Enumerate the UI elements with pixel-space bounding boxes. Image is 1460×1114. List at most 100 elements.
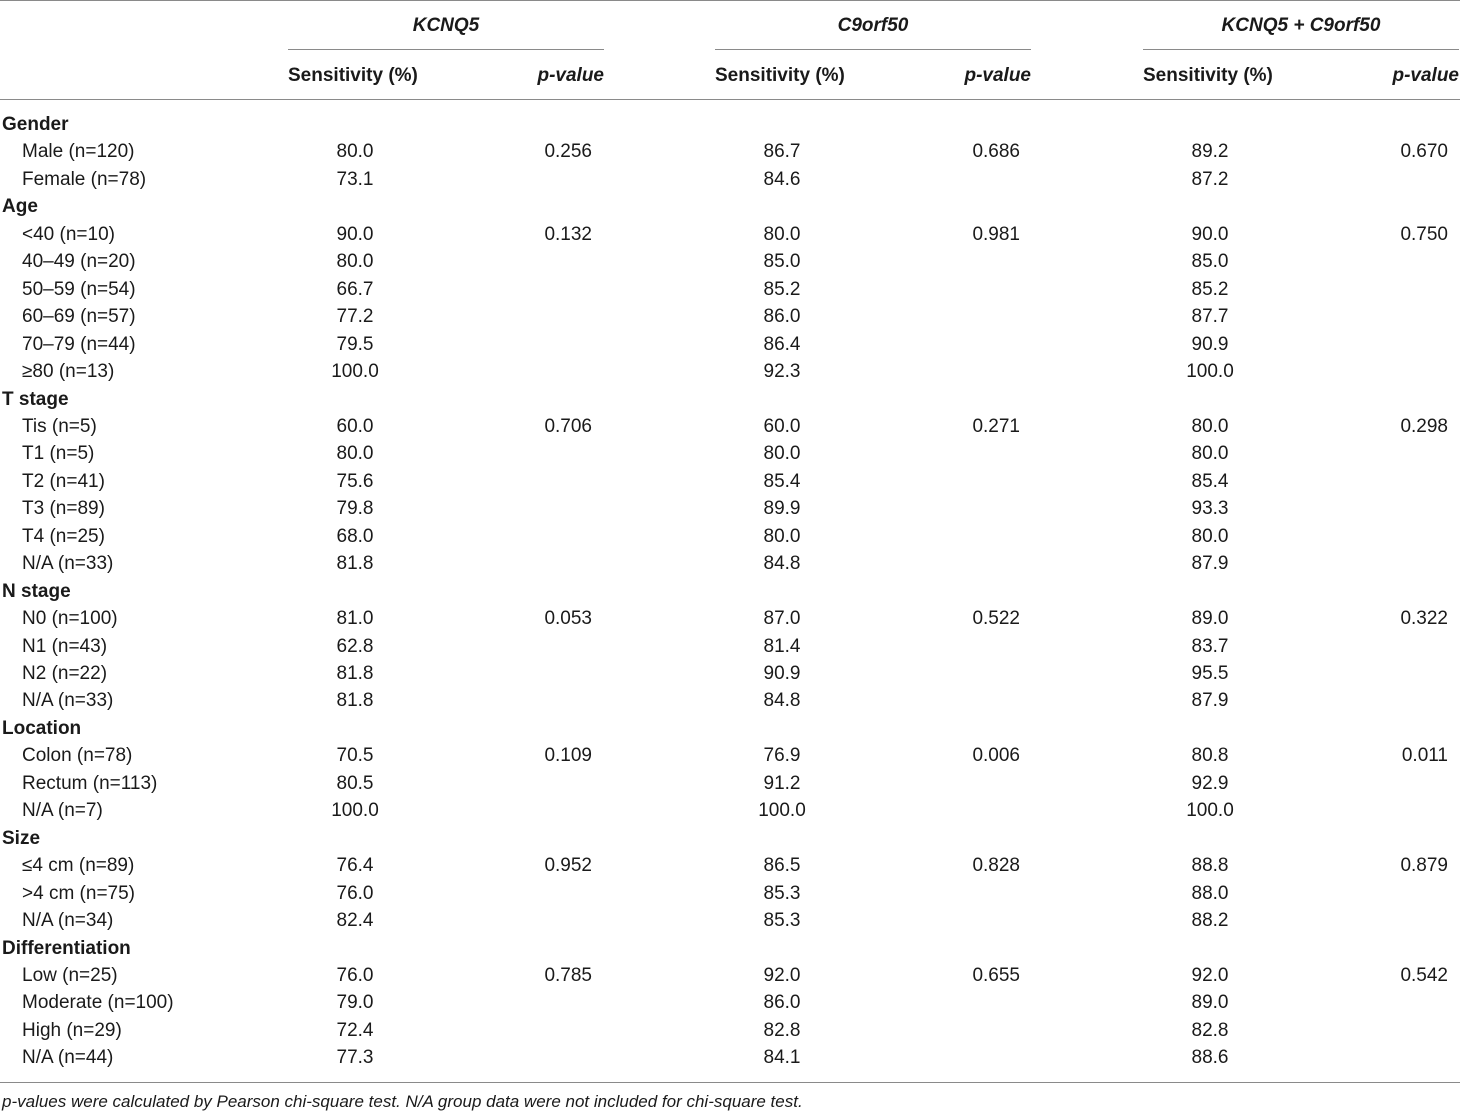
row-label: >4 cm (n=75) [22, 883, 135, 904]
kcnq5-pvalue-cell: 0.132 [544, 224, 592, 245]
section-heading: N stage [2, 581, 71, 602]
col-header-sensitivity-2: Sensitivity (%) [715, 65, 845, 86]
combined-sensitivity-cell: 85.0 [1191, 251, 1229, 272]
kcnq5-sensitivity-cell: 76.4 [336, 855, 374, 876]
row-label: 70–79 (n=44) [22, 334, 136, 355]
combined-sensitivity-cell: 93.3 [1191, 498, 1229, 519]
combined-sensitivity-cell: 88.0 [1191, 883, 1229, 904]
row-label: High (n=29) [22, 1020, 122, 1041]
row-label: ≥80 (n=13) [22, 361, 115, 382]
row-label: N/A (n=7) [22, 800, 103, 821]
combined-sensitivity-cell: 90.9 [1191, 334, 1229, 355]
row-label: Female (n=78) [22, 169, 147, 190]
top-rule [0, 0, 1460, 1]
c9orf50-pvalue-cell: 0.981 [972, 224, 1020, 245]
c9orf50-pvalue-cell: 0.828 [972, 855, 1020, 876]
c9orf50-sensitivity-cell: 92.0 [763, 965, 801, 986]
row-label: 60–69 (n=57) [22, 306, 136, 327]
group-underline-kcnq5 [288, 49, 604, 50]
combined-sensitivity-cell: 82.8 [1191, 1020, 1229, 1041]
kcnq5-sensitivity-cell: 80.0 [336, 141, 374, 162]
c9orf50-sensitivity-cell: 80.0 [763, 526, 801, 547]
kcnq5-pvalue-cell: 0.053 [544, 608, 592, 629]
combined-sensitivity-cell: 85.2 [1191, 279, 1229, 300]
group-header-combined: KCNQ5 + C9orf50 [1221, 15, 1381, 36]
group-underline-c9orf50 [715, 49, 1031, 50]
c9orf50-sensitivity-cell: 87.0 [763, 608, 801, 629]
c9orf50-sensitivity-cell: 86.5 [763, 855, 801, 876]
table-footnote: p-values were calculated by Pearson chi-… [2, 1092, 803, 1111]
kcnq5-sensitivity-cell: 76.0 [336, 965, 374, 986]
kcnq5-sensitivity-cell: 100.0 [331, 800, 379, 821]
combined-sensitivity-cell: 80.0 [1191, 443, 1229, 464]
combined-sensitivity-cell: 80.8 [1191, 745, 1229, 766]
c9orf50-sensitivity-cell: 76.9 [763, 745, 801, 766]
section-heading: Differentiation [2, 938, 131, 959]
c9orf50-sensitivity-cell: 86.4 [763, 334, 801, 355]
combined-sensitivity-cell: 83.7 [1191, 636, 1229, 657]
kcnq5-sensitivity-cell: 66.7 [336, 279, 374, 300]
combined-sensitivity-cell: 88.6 [1191, 1047, 1229, 1068]
combined-sensitivity-cell: 80.0 [1191, 526, 1229, 547]
c9orf50-sensitivity-cell: 81.4 [763, 636, 801, 657]
c9orf50-sensitivity-cell: 80.0 [763, 443, 801, 464]
kcnq5-sensitivity-cell: 77.2 [336, 306, 374, 327]
row-label: ≤4 cm (n=89) [22, 855, 135, 876]
combined-pvalue-cell: 0.879 [1400, 855, 1448, 876]
combined-sensitivity-cell: 90.0 [1191, 224, 1229, 245]
c9orf50-pvalue-cell: 0.686 [972, 141, 1020, 162]
col-header-sensitivity-3: Sensitivity (%) [1143, 65, 1273, 86]
combined-sensitivity-cell: 92.9 [1191, 773, 1229, 794]
kcnq5-sensitivity-cell: 77.3 [336, 1047, 374, 1068]
section-heading: Location [2, 718, 82, 739]
row-label: Low (n=25) [22, 965, 118, 986]
c9orf50-sensitivity-cell: 85.3 [763, 910, 801, 931]
section-heading: Age [2, 196, 38, 217]
kcnq5-sensitivity-cell: 80.0 [336, 443, 374, 464]
kcnq5-sensitivity-cell: 100.0 [331, 361, 379, 382]
kcnq5-sensitivity-cell: 72.4 [336, 1020, 374, 1041]
col-header-sensitivity-1: Sensitivity (%) [288, 65, 418, 86]
combined-sensitivity-cell: 100.0 [1186, 361, 1234, 382]
row-label: 50–59 (n=54) [22, 279, 136, 300]
row-label: <40 (n=10) [22, 224, 115, 245]
kcnq5-sensitivity-cell: 81.8 [336, 690, 374, 711]
kcnq5-sensitivity-cell: 60.0 [336, 416, 374, 437]
row-label: N0 (n=100) [22, 608, 118, 629]
col-header-pvalue-1: p-value [537, 65, 604, 86]
kcnq5-pvalue-cell: 0.109 [544, 745, 592, 766]
row-label: Colon (n=78) [22, 745, 133, 766]
row-label: Male (n=120) [22, 141, 135, 162]
combined-pvalue-cell: 0.542 [1400, 965, 1448, 986]
col-header-pvalue-3: p-value [1392, 65, 1459, 86]
c9orf50-sensitivity-cell: 85.0 [763, 251, 801, 272]
header-bottom-rule [0, 99, 1460, 100]
combined-pvalue-cell: 0.670 [1400, 141, 1448, 162]
c9orf50-sensitivity-cell: 84.8 [763, 690, 801, 711]
row-label: T1 (n=5) [22, 443, 95, 464]
c9orf50-sensitivity-cell: 84.6 [763, 169, 801, 190]
c9orf50-sensitivity-cell: 86.0 [763, 306, 801, 327]
kcnq5-sensitivity-cell: 79.8 [336, 498, 374, 519]
kcnq5-sensitivity-cell: 90.0 [336, 224, 374, 245]
c9orf50-sensitivity-cell: 100.0 [758, 800, 806, 821]
c9orf50-sensitivity-cell: 85.3 [763, 883, 801, 904]
kcnq5-sensitivity-cell: 75.6 [336, 471, 374, 492]
kcnq5-sensitivity-cell: 68.0 [336, 526, 374, 547]
row-label: Moderate (n=100) [22, 992, 174, 1013]
kcnq5-sensitivity-cell: 79.5 [336, 334, 374, 355]
kcnq5-pvalue-cell: 0.706 [544, 416, 592, 437]
group-header-kcnq5: KCNQ5 [412, 15, 480, 36]
kcnq5-sensitivity-cell: 76.0 [336, 883, 374, 904]
combined-sensitivity-cell: 89.2 [1191, 141, 1229, 162]
combined-sensitivity-cell: 95.5 [1191, 663, 1229, 684]
c9orf50-sensitivity-cell: 60.0 [763, 416, 801, 437]
row-label: N/A (n=33) [22, 690, 114, 711]
c9orf50-sensitivity-cell: 84.8 [763, 553, 801, 574]
kcnq5-pvalue-cell: 0.256 [544, 141, 592, 162]
c9orf50-sensitivity-cell: 86.7 [763, 141, 801, 162]
combined-sensitivity-cell: 85.4 [1191, 471, 1229, 492]
c9orf50-sensitivity-cell: 82.8 [763, 1020, 801, 1041]
row-label: T4 (n=25) [22, 526, 105, 547]
combined-sensitivity-cell: 88.2 [1191, 910, 1229, 931]
